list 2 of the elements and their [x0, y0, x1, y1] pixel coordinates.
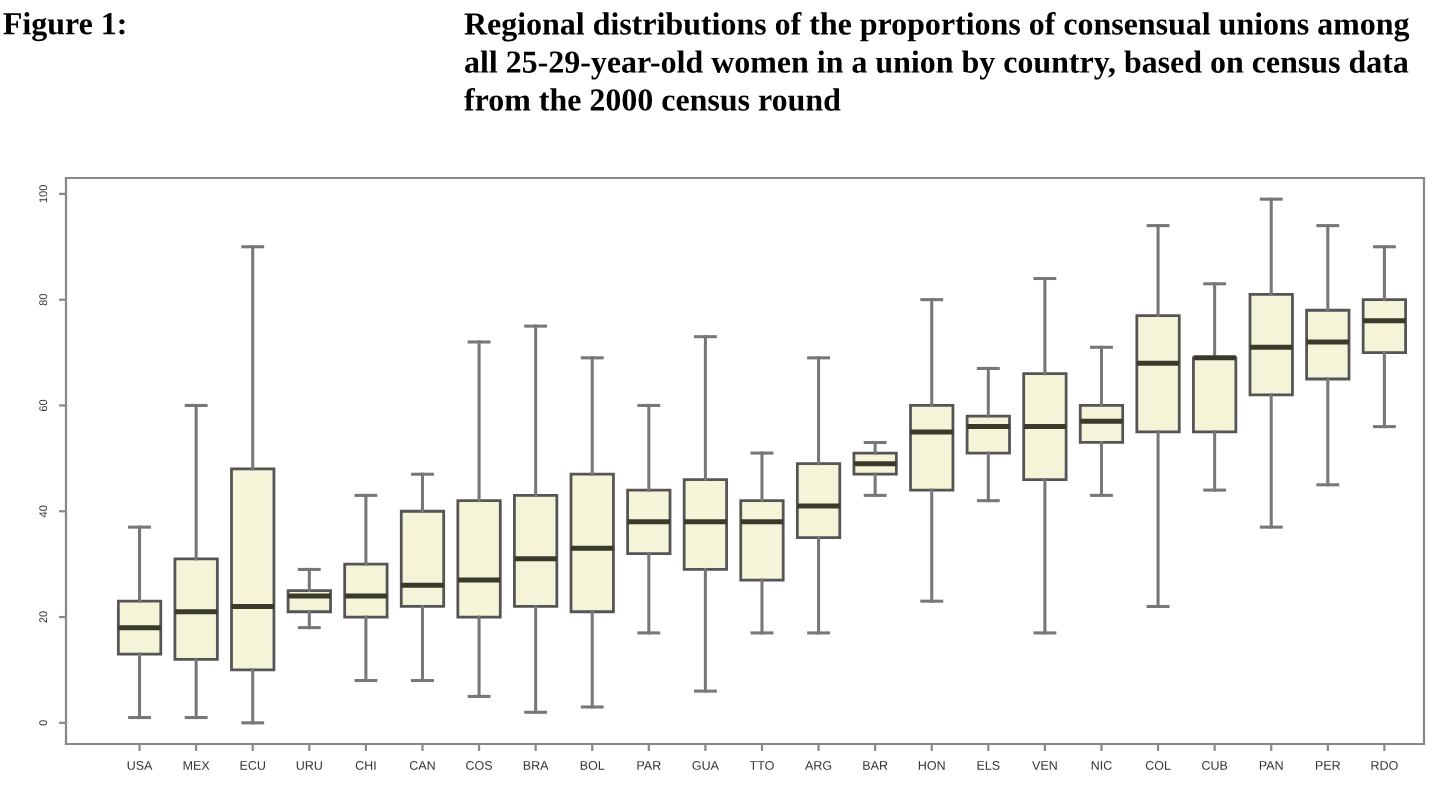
chart-title: Figure 1: [3, 12, 125, 42]
chart-subtitle: Regional distributions of the proportions of consensual unions among all 25-29-year-old women in a union by country, based on census data from the 2000 census round [464, 12, 1410, 111]
